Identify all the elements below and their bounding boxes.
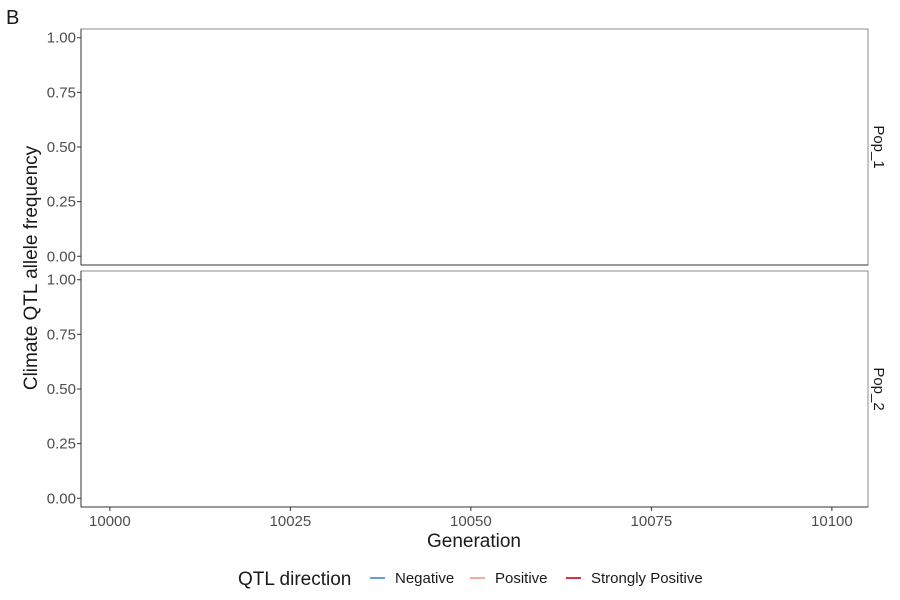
x-tick-label: 10025 bbox=[270, 513, 312, 530]
y-tick-label: 0.75 bbox=[47, 326, 76, 343]
legend-title: QTL direction bbox=[238, 569, 351, 590]
x-tick-label: 10000 bbox=[89, 513, 131, 530]
x-tick-label: 10075 bbox=[631, 513, 673, 530]
y-tick-label: 0.50 bbox=[47, 381, 76, 398]
y-tick-label: 0.25 bbox=[47, 194, 76, 211]
legend-items: Negative Positive Strongly Positive bbox=[370, 570, 703, 587]
x-tick-label: 10100 bbox=[811, 513, 853, 530]
facet-panels: 0.00 0.25 0.50 0.75 1.00 Pop_1 0.00 0.25 0.50 0.7… bbox=[47, 28, 887, 508]
legend-label: Negative bbox=[395, 570, 454, 587]
panel-border bbox=[80, 28, 869, 266]
y-tick-label: 0.50 bbox=[47, 139, 76, 156]
y-axis-title: Climate QTL allele frequency bbox=[21, 145, 42, 390]
legend-item: Positive bbox=[470, 570, 548, 587]
legend-label: Strongly Positive bbox=[591, 570, 703, 587]
facet-strip-label: Pop_1 bbox=[870, 125, 887, 168]
facet-panel: 0.00 0.25 0.50 0.75 1.00 Pop_1 bbox=[47, 28, 887, 266]
y-tick-label: 0.25 bbox=[47, 436, 76, 453]
y-tick-label: 1.00 bbox=[47, 272, 76, 289]
y-tick-label: 0.00 bbox=[47, 248, 76, 265]
y-tick-label: 0.75 bbox=[47, 84, 76, 101]
legend-item: Negative bbox=[370, 570, 454, 587]
facet-strip-label: Pop_2 bbox=[870, 367, 887, 410]
facet-panel: 0.00 0.25 0.50 0.75 1.00 Pop_2 bbox=[47, 270, 887, 508]
x-tick-label: 10050 bbox=[450, 513, 492, 530]
x-axis: 10000 10025 10050 10075 10100 bbox=[89, 507, 853, 530]
x-axis-title: Generation bbox=[427, 531, 521, 552]
y-tick-label: 1.00 bbox=[47, 30, 76, 47]
legend-label: Positive bbox=[495, 570, 548, 587]
y-tick-label: 0.00 bbox=[47, 490, 76, 507]
legend: QTL direction Negative Positive Strongly P… bbox=[238, 569, 703, 590]
panel-tag: B bbox=[6, 7, 19, 29]
legend-item: Strongly Positive bbox=[566, 570, 703, 587]
panel-border bbox=[80, 270, 869, 508]
